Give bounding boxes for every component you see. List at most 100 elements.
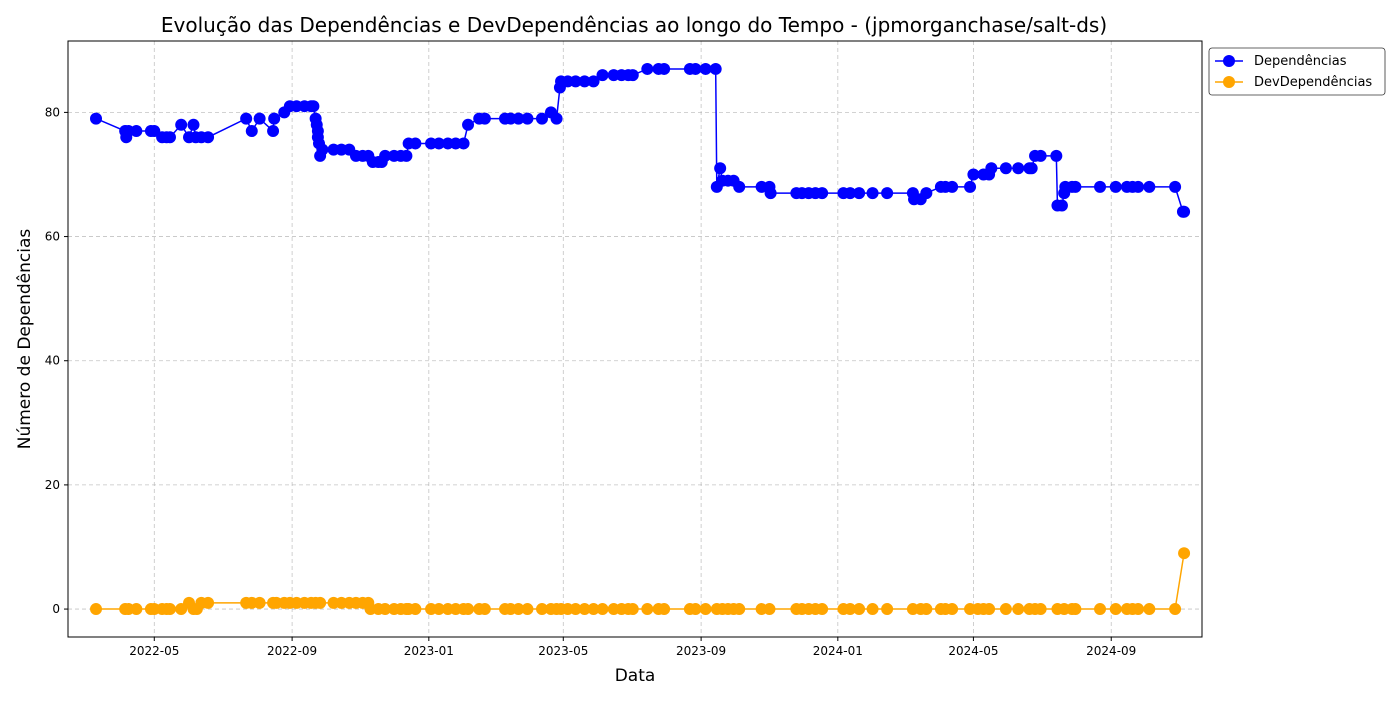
- data-point-dependencias: [268, 112, 281, 125]
- data-point-dependencias: [379, 149, 392, 162]
- data-point-devdependencias: [641, 603, 654, 616]
- data-point-devdependencias: [1034, 603, 1047, 616]
- data-point-dependencias: [689, 62, 702, 75]
- data-point-dependencias: [163, 131, 176, 144]
- data-point-dependencias: [733, 180, 746, 193]
- data-point-devdependencias: [1169, 603, 1182, 616]
- legend-label-dependencias: Dependências: [1254, 54, 1347, 69]
- data-point-dependencias: [578, 75, 591, 88]
- x-tick-label: 2023-09: [676, 644, 726, 658]
- data-point-devdependencias: [535, 603, 548, 616]
- data-point-devdependencias: [90, 603, 103, 616]
- data-point-dependencias: [90, 112, 103, 125]
- data-point-dependencias: [1094, 180, 1107, 193]
- y-tick-label: 40: [45, 354, 60, 368]
- data-point-dependencias: [714, 162, 727, 175]
- data-point-dependencias: [1069, 180, 1082, 193]
- data-point-devdependencias: [689, 603, 702, 616]
- data-point-dependencias: [240, 112, 253, 125]
- data-point-dependencias: [967, 168, 980, 181]
- data-point-dependencias: [844, 187, 857, 200]
- x-tick-label: 2024-05: [948, 644, 998, 658]
- data-point-devdependencias: [1178, 547, 1191, 560]
- data-point-dependencias: [267, 125, 280, 138]
- chart-title: Evolução das Dependências e DevDependênc…: [161, 13, 1107, 37]
- data-point-dependencias: [866, 187, 879, 200]
- data-point-devdependencias: [658, 603, 671, 616]
- data-point-devdependencias: [853, 603, 866, 616]
- x-tick-label: 2023-01: [404, 644, 454, 658]
- data-point-dependencias: [816, 187, 829, 200]
- data-point-dependencias: [626, 69, 639, 82]
- data-point-dependencias: [920, 187, 933, 200]
- data-point-devdependencias: [462, 603, 475, 616]
- data-point-devdependencias: [569, 603, 582, 616]
- legend-marker-dependencias: [1223, 55, 1235, 67]
- data-point-devdependencias: [379, 603, 392, 616]
- data-point-devdependencias: [1132, 603, 1145, 616]
- data-point-dependencias: [400, 149, 413, 162]
- data-point-devdependencias: [409, 603, 422, 616]
- legend: Dependências DevDependências: [1208, 47, 1386, 96]
- data-point-dependencias: [569, 75, 582, 88]
- data-point-devdependencias: [763, 603, 776, 616]
- data-point-devdependencias: [596, 603, 609, 616]
- data-point-dependencias: [985, 162, 998, 175]
- data-point-dependencias: [521, 112, 534, 125]
- y-tick-label: 20: [45, 478, 60, 492]
- data-point-devdependencias: [432, 603, 445, 616]
- grid-lines: [68, 41, 1202, 637]
- data-point-devdependencias: [163, 603, 176, 616]
- data-point-devdependencias: [587, 603, 600, 616]
- data-point-dependencias: [1132, 180, 1145, 193]
- data-point-dependencias: [462, 118, 475, 131]
- data-point-devdependencias: [1109, 603, 1122, 616]
- data-point-dependencias: [946, 180, 959, 193]
- data-point-dependencias: [202, 131, 215, 144]
- data-point-devdependencias: [130, 603, 143, 616]
- data-point-devdependencias: [866, 603, 879, 616]
- legend-box: [1208, 47, 1386, 96]
- data-point-dependencias: [999, 162, 1012, 175]
- y-tick-label: 0: [52, 602, 60, 616]
- data-point-devdependencias: [920, 603, 933, 616]
- x-tick-label: 2022-09: [267, 644, 317, 658]
- data-point-dependencias: [641, 62, 654, 75]
- data-point-dependencias: [1025, 162, 1038, 175]
- data-point-devdependencias: [1143, 603, 1156, 616]
- data-point-devdependencias: [253, 596, 266, 609]
- data-point-devdependencias: [881, 603, 894, 616]
- data-point-devdependencias: [1094, 603, 1107, 616]
- x-tick-label: 2023-05: [538, 644, 588, 658]
- x-tick-label: 2022-05: [129, 644, 179, 658]
- data-point-dependencias: [175, 118, 188, 131]
- data-point-dependencias: [1012, 162, 1025, 175]
- data-point-dependencias: [253, 112, 266, 125]
- data-point-dependencias: [853, 187, 866, 200]
- data-point-dependencias: [596, 69, 609, 82]
- data-point-dependencias: [316, 143, 329, 156]
- data-point-devdependencias: [521, 603, 534, 616]
- data-point-dependencias: [587, 75, 600, 88]
- x-tick-label: 2024-09: [1086, 644, 1136, 658]
- x-tick-label: 2024-01: [813, 644, 863, 658]
- data-point-devdependencias: [999, 603, 1012, 616]
- data-point-dependencias: [535, 112, 548, 125]
- data-point-devdependencias: [699, 603, 712, 616]
- y-tick-label: 60: [45, 230, 60, 244]
- y-axis: 0 20 40 60 80: [45, 105, 68, 616]
- plot-frame: [67, 40, 1203, 638]
- data-point-dependencias: [245, 125, 258, 138]
- data-point-devdependencias: [202, 596, 215, 609]
- data-point-dependencias: [1055, 199, 1068, 212]
- data-point-devdependencias: [983, 603, 996, 616]
- data-point-dependencias: [1169, 180, 1182, 193]
- y-tick-label: 80: [45, 105, 60, 119]
- data-point-dependencias: [709, 62, 722, 75]
- data-point-dependencias: [1109, 180, 1122, 193]
- data-point-devdependencias: [578, 603, 591, 616]
- data-point-devdependencias: [844, 603, 857, 616]
- data-point-devdependencias: [816, 603, 829, 616]
- x-axis-title: Data: [615, 666, 656, 686]
